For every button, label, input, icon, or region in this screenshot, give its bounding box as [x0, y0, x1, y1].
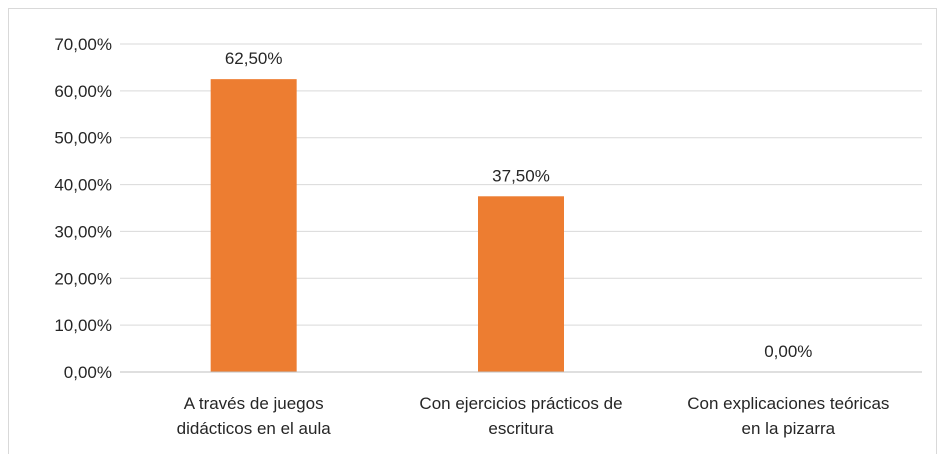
data-label: 37,50% — [492, 166, 550, 185]
category-label: Con ejercicios prácticos de — [419, 394, 622, 413]
y-tick-label: 50,00% — [54, 129, 112, 148]
bar — [478, 196, 564, 372]
y-tick-label: 60,00% — [54, 82, 112, 101]
y-axis-tick-labels: 0,00% 10,00% 20,00% 30,00% 40,00% 50,00% 60,00… — [54, 35, 112, 382]
y-tick-label: 20,00% — [54, 269, 112, 288]
category-label: Con explicaciones teóricas — [687, 394, 889, 413]
y-tick-label: 0,00% — [64, 363, 112, 382]
bars — [210, 79, 564, 373]
data-labels: 62,50% 37,50% 0,00% — [225, 49, 813, 361]
y-tick-label: 10,00% — [54, 316, 112, 335]
category-label: en la pizarra — [742, 419, 836, 438]
category-label: didácticos en el aula — [177, 419, 332, 438]
y-tick-label: 70,00% — [54, 35, 112, 54]
y-tick-label: 40,00% — [54, 176, 112, 195]
data-label: 0,00% — [764, 342, 812, 361]
chart-frame — [8, 8, 937, 454]
y-tick-label: 30,00% — [54, 222, 112, 241]
category-label: A través de juegos — [184, 394, 324, 413]
x-axis-category-labels: A través de juegos didácticos en el aula C… — [177, 394, 890, 438]
bar — [210, 79, 297, 373]
category-label: escritura — [488, 419, 554, 438]
data-label: 62,50% — [225, 49, 283, 68]
